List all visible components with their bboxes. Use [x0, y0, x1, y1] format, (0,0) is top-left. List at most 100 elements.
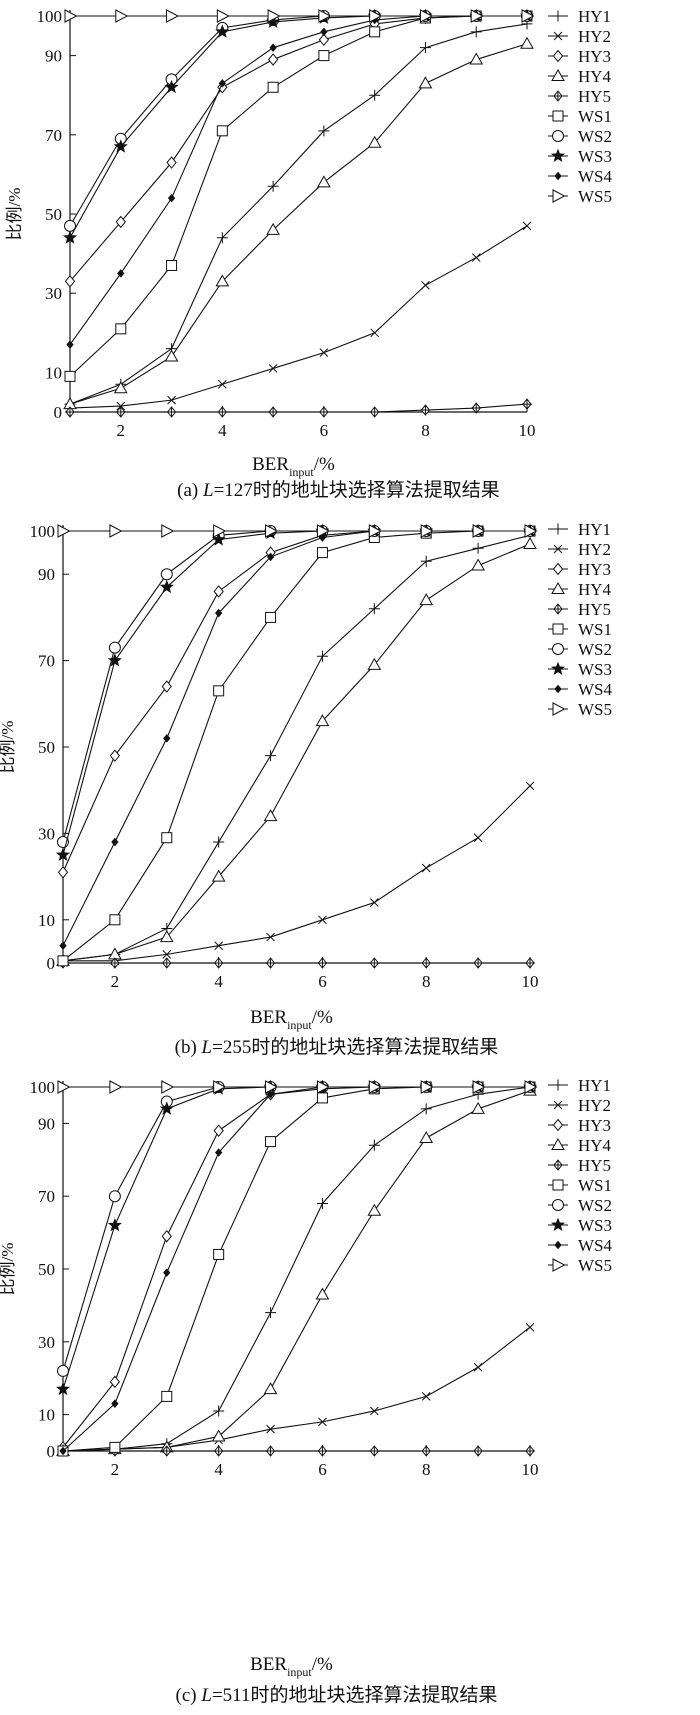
series-line-WS1 [62, 1086, 530, 1452]
data-point-HY5 [115, 406, 126, 418]
caption-italic: L [202, 480, 214, 501]
data-point-HY4 [317, 175, 331, 188]
y-tick-label: 70 [45, 126, 62, 145]
legend-marker-HY2 [553, 544, 563, 554]
data-point-WS4 [320, 27, 328, 37]
data-point-WS3 [215, 24, 230, 38]
data-point-HY4 [315, 1287, 330, 1300]
legend-label: HY2 [578, 27, 611, 46]
data-point-HY5 [473, 1445, 484, 1457]
legend-label: HY1 [578, 520, 611, 539]
series-HY2 [58, 1322, 535, 1456]
data-point-WS1 [267, 81, 279, 93]
data-point-HY2 [369, 898, 379, 907]
caption-prefix: (c) [176, 1685, 202, 1706]
x-axis-title-main: BER [250, 1654, 287, 1675]
data-point-WS1 [369, 26, 381, 38]
legend-marker-HY3 [552, 1118, 564, 1132]
caption-italic: L [200, 1685, 212, 1706]
axis-lines [62, 525, 530, 964]
data-point-WS2 [108, 641, 121, 654]
series-WS5 [64, 9, 535, 23]
data-point-HY2 [525, 1322, 535, 1332]
legend-label: WS1 [578, 107, 612, 126]
data-point-WS3 [159, 579, 174, 594]
series-HY5 [65, 398, 532, 418]
legend-marker-WS5 [552, 189, 566, 203]
data-point-HY5 [213, 1445, 224, 1457]
data-point-WS1 [161, 1390, 173, 1402]
legend-label: HY5 [578, 1156, 611, 1175]
series-WS4 [59, 1082, 534, 1456]
legend-marker-HY2 [553, 31, 563, 41]
data-point-HY5 [473, 957, 484, 969]
legend-label: WS2 [578, 640, 612, 659]
legend-marker-HY3 [552, 562, 564, 576]
x-tick-label: 2 [111, 972, 120, 991]
data-point-HY2 [266, 932, 275, 942]
legend-marker-HY4 [551, 1137, 565, 1150]
data-point-WS3 [62, 230, 78, 244]
series-line-HY4 [62, 543, 531, 962]
series-WS4 [59, 526, 534, 950]
x-axis-title-sub: input [287, 1665, 312, 1679]
data-point-WS5 [472, 1080, 486, 1094]
data-point-WS3 [159, 1101, 174, 1115]
chart-panel-1: 0 10 30 50 70 90 100 2 4 6 8 10 比例/% BERinput/% (b) L=… [0, 520, 613, 1058]
data-point-WS1 [57, 955, 69, 967]
y-axis-title: 比例/% [0, 1243, 17, 1296]
data-point-WS5 [318, 9, 332, 23]
data-point-WS1 [115, 323, 127, 335]
x-axis-title-main: BER [250, 1007, 287, 1028]
series-line-WS4 [62, 530, 530, 946]
data-point-HY1 [420, 1103, 432, 1115]
legend-label: HY3 [578, 1116, 611, 1135]
data-point-WS5 [521, 9, 535, 23]
series-line-HY4 [62, 1090, 531, 1452]
series-WS2 [64, 10, 533, 232]
data-point-HY2 [522, 221, 532, 231]
data-point-HY3 [64, 275, 76, 288]
y-tick-label: 30 [38, 824, 55, 843]
panel-caption: (c) L=511时的地址块选择算法提取结果 [176, 1684, 498, 1706]
data-point-HY4 [419, 593, 434, 606]
data-point-WS4 [215, 608, 223, 618]
x-axis-title-unit: /% [312, 1007, 333, 1028]
series-HY3 [57, 524, 536, 879]
data-point-HY3 [115, 215, 126, 229]
data-point-WS4 [218, 79, 226, 88]
legend-label: HY2 [578, 540, 611, 559]
data-point-HY5 [217, 406, 228, 418]
data-point-HY3 [213, 1124, 224, 1137]
legend-marker-WS1 [552, 1179, 564, 1191]
y-tick-label: 30 [45, 284, 62, 303]
x-tick-label: 2 [117, 421, 126, 440]
data-point-WS3 [107, 1217, 122, 1232]
caption-rest: =127时的地址块选择算法提取结果 [214, 479, 500, 501]
series-WS5 [57, 524, 538, 538]
data-point-HY2 [525, 781, 535, 791]
series-line-HY2 [63, 785, 531, 962]
series-line-WS1 [69, 15, 527, 377]
data-point-WS5 [109, 524, 123, 538]
data-point-WS5 [57, 524, 71, 538]
data-point-WS4 [66, 340, 74, 349]
data-point-HY1 [368, 1139, 380, 1151]
data-point-HY3 [109, 749, 121, 762]
panel-caption: (b) L=255时的地址块选择算法提取结果 [175, 1036, 499, 1058]
data-point-WS1 [318, 50, 330, 62]
x-axis-title: BERinput/% [250, 1007, 333, 1032]
data-point-WS5 [161, 1080, 175, 1094]
data-point-HY2 [217, 379, 227, 389]
y-tick-label: 0 [47, 1442, 56, 1461]
legend-marker-HY4 [551, 581, 565, 594]
legend-label: WS2 [578, 127, 612, 146]
data-point-WS3 [55, 1381, 71, 1396]
data-point-HY5 [265, 1445, 276, 1457]
data-point-WS5 [368, 1080, 382, 1094]
data-point-HY5 [522, 398, 532, 410]
data-point-WS1 [64, 370, 76, 382]
series-line-WS3 [62, 1086, 530, 1390]
data-point-HY5 [369, 957, 380, 969]
